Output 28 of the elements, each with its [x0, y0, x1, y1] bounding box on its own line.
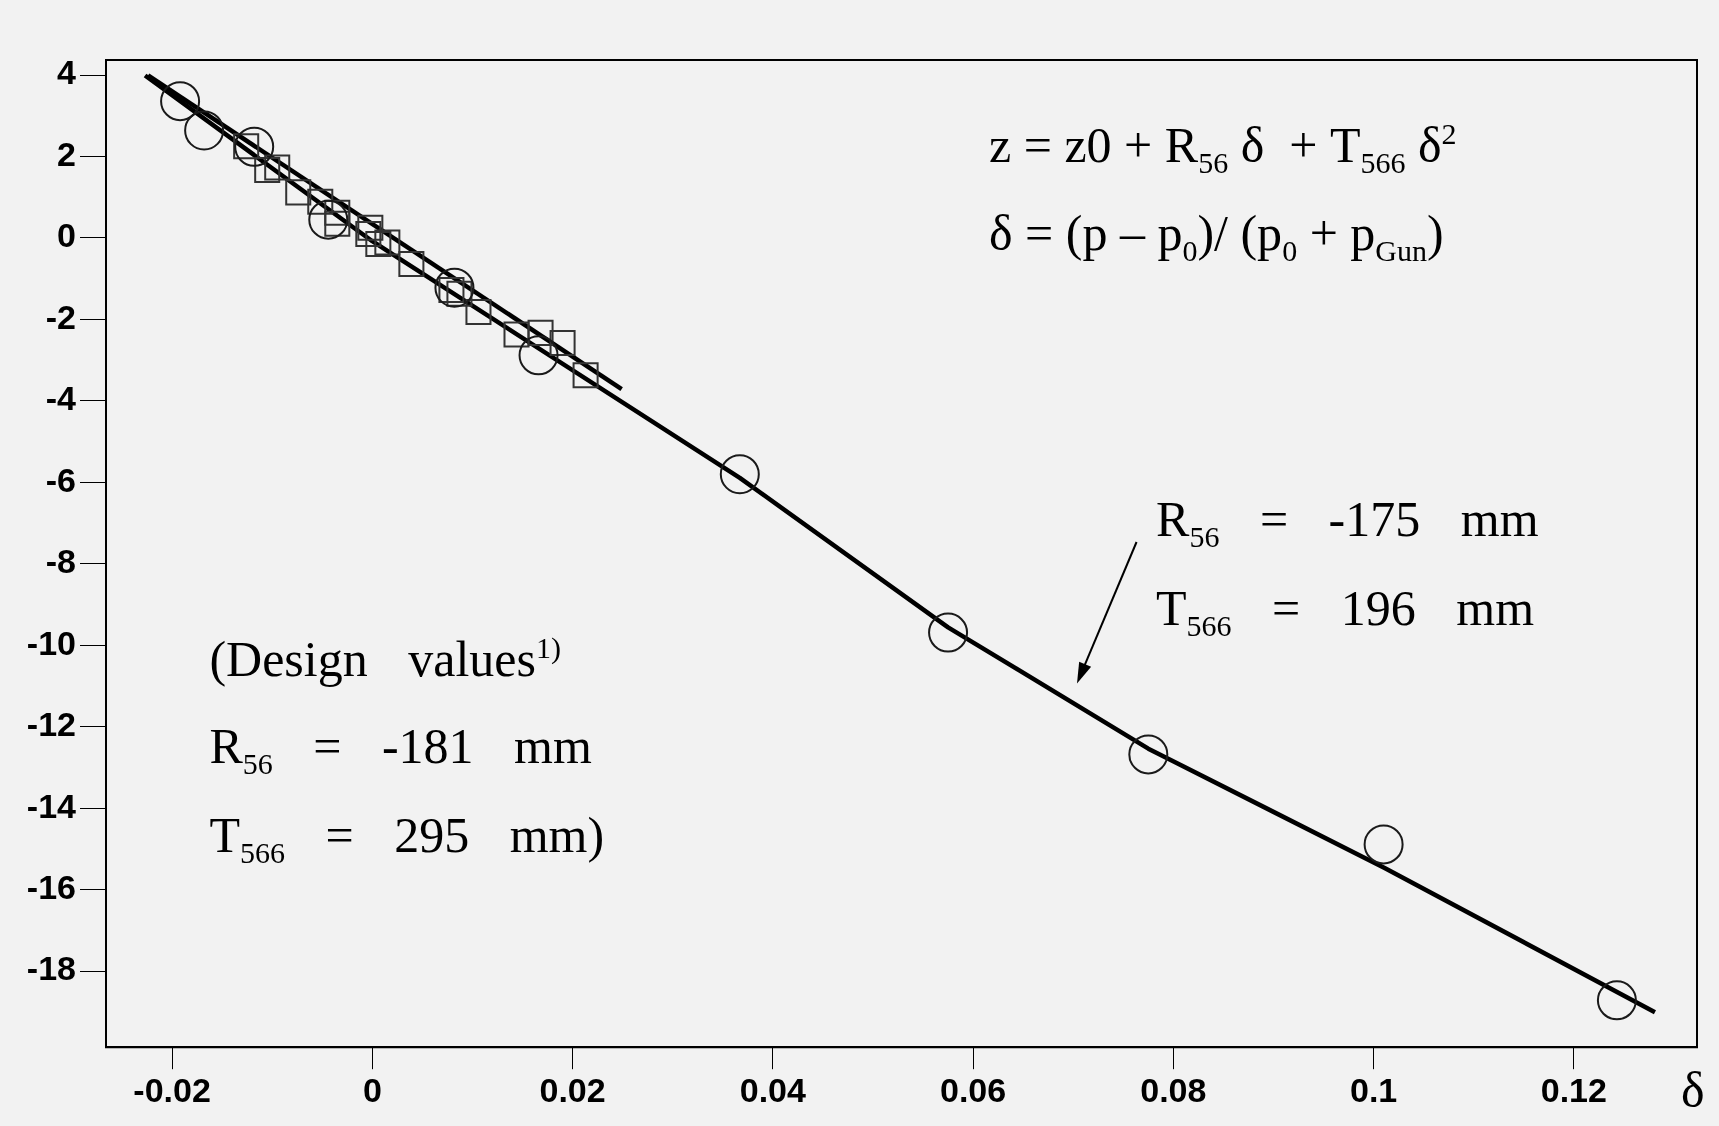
y-tick-label: -2: [45, 297, 76, 336]
x-axis-title: δ: [1681, 1061, 1705, 1120]
y-tick-label: -6: [45, 460, 76, 499]
text: T$_{566}$ = 196 mm: [1156, 580, 1535, 643]
text: R$_{56}$ = -181 mm: [209, 718, 592, 781]
annotation: δ = (p – p$_{0}$)/ (p$_{0}$ + p$_{Gun}$): [989, 205, 1444, 268]
x-tick-label: 0: [362, 1070, 382, 1109]
y-tick-label: -12: [26, 705, 76, 744]
y-tick-label: -16: [26, 867, 76, 906]
x-tick-label: 0.06: [940, 1070, 1007, 1109]
x-tick-label: 0.02: [539, 1070, 606, 1109]
annotation: (Design values$^{1)}$: [209, 630, 561, 687]
x-tick-label: 0.04: [739, 1070, 807, 1109]
y-tick-label: -8: [45, 542, 76, 581]
y-tick-label: -14: [26, 786, 77, 825]
y-tick-label: 4: [57, 53, 77, 92]
x-tick-label: 0.1: [1349, 1070, 1398, 1109]
text: R$_{56}$ = -175 mm: [1156, 491, 1539, 554]
y-tick-label: 0: [57, 216, 76, 255]
y-tick-label: 2: [57, 134, 76, 173]
x-tick-label: 0.08: [1140, 1070, 1207, 1109]
text: T$_{566}$ = 295 mm): [209, 807, 605, 870]
y-tick-label: -18: [26, 949, 76, 988]
annotation: z = z0 + R$_{56}$ δ + T$_{566}$ δ$^{2}$: [989, 116, 1457, 179]
y-tick-label: -4: [45, 379, 77, 418]
x-tick-label: -0.02: [133, 1070, 211, 1109]
y-tick-label: -10: [26, 623, 76, 662]
x-tick-label: 0.12: [1540, 1070, 1607, 1109]
